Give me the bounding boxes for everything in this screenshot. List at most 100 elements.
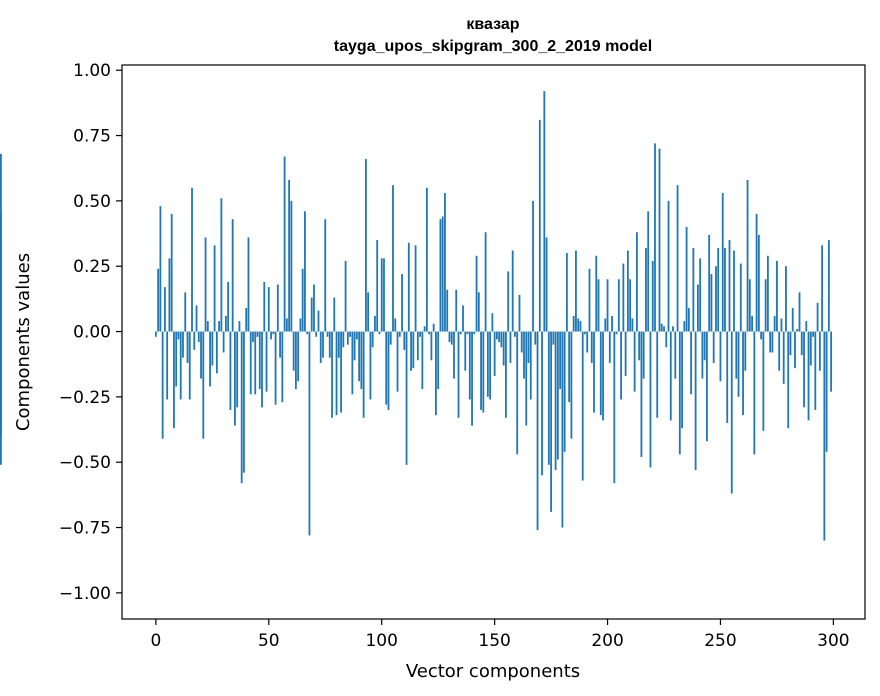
bar (371, 331, 374, 348)
bar (656, 331, 659, 418)
bar (421, 331, 424, 390)
bar (419, 331, 422, 337)
bar (0, 331, 2, 465)
x-tick-label: 150 (478, 631, 510, 651)
bar (818, 331, 821, 371)
bar (577, 318, 580, 332)
bar (753, 331, 756, 455)
bar (213, 245, 216, 332)
bar (615, 331, 618, 335)
bar (274, 331, 277, 405)
bar (527, 331, 530, 363)
bar (581, 331, 584, 481)
bar (161, 331, 164, 439)
bar (593, 331, 595, 413)
bar (642, 331, 645, 379)
y-tick-label: 0.75 (73, 127, 111, 147)
bar (785, 266, 787, 332)
bar (457, 331, 460, 418)
bar (385, 331, 388, 405)
x-axis-ticks: 0 50 100 150 200 250 300 (150, 619, 850, 651)
bar (279, 331, 281, 358)
bar (631, 318, 634, 332)
bar (523, 331, 525, 379)
bar (701, 331, 704, 379)
bar (692, 247, 695, 332)
bar (428, 331, 431, 335)
bar (263, 281, 266, 332)
bar (281, 331, 284, 403)
bar (484, 232, 487, 332)
y-tick-label: −1.00 (59, 584, 111, 604)
bar (622, 263, 625, 332)
bar (471, 331, 473, 426)
bar (676, 185, 679, 332)
bar (430, 331, 433, 361)
bar (579, 321, 582, 332)
bar (236, 331, 239, 408)
bar (200, 331, 202, 379)
bar (455, 289, 458, 332)
bar (674, 331, 677, 379)
bar (489, 331, 492, 400)
bar (462, 305, 464, 332)
bar (243, 331, 245, 473)
bar (565, 253, 568, 332)
bar (173, 331, 175, 429)
bar (599, 331, 602, 416)
bar (184, 292, 187, 332)
bar (315, 331, 318, 337)
bar (733, 250, 735, 332)
bar (724, 247, 726, 332)
bar (362, 331, 365, 418)
bar (403, 331, 406, 350)
bar (0, 331, 2, 358)
bar (335, 331, 338, 416)
bar-series (0, 91, 833, 541)
bar (827, 240, 830, 332)
y-axis-label: Components values (13, 253, 34, 431)
bar (604, 318, 607, 332)
bar (681, 331, 683, 429)
y-tick-label: 0.50 (73, 192, 111, 212)
bar (157, 268, 160, 332)
bar (626, 250, 629, 332)
bar (575, 250, 577, 332)
bar (188, 331, 191, 400)
bar (766, 255, 769, 332)
bar (272, 331, 275, 335)
bar (405, 331, 408, 465)
bar (317, 310, 320, 332)
bar (389, 331, 392, 345)
bar (735, 331, 738, 379)
bar (369, 331, 372, 400)
bar (299, 318, 302, 332)
bar (726, 331, 729, 424)
bar (482, 331, 485, 413)
bar (778, 331, 781, 371)
bar (193, 331, 196, 350)
bar (209, 331, 211, 387)
bar (712, 331, 715, 363)
y-tick-label: −0.75 (59, 519, 111, 539)
bar (814, 331, 817, 410)
bar (821, 245, 823, 332)
bar (771, 331, 774, 353)
bar (308, 331, 311, 536)
bar (645, 247, 647, 332)
bar (800, 331, 803, 356)
bar (177, 331, 180, 340)
bar (351, 331, 354, 395)
bar (629, 279, 632, 332)
bar (687, 308, 690, 332)
bar (306, 331, 309, 335)
bar (265, 331, 268, 392)
x-tick-label: 100 (365, 631, 397, 651)
bar (514, 331, 516, 337)
bar (310, 297, 313, 332)
bar (349, 331, 351, 337)
bar (509, 331, 512, 363)
bar (816, 302, 819, 332)
bar (267, 287, 270, 332)
